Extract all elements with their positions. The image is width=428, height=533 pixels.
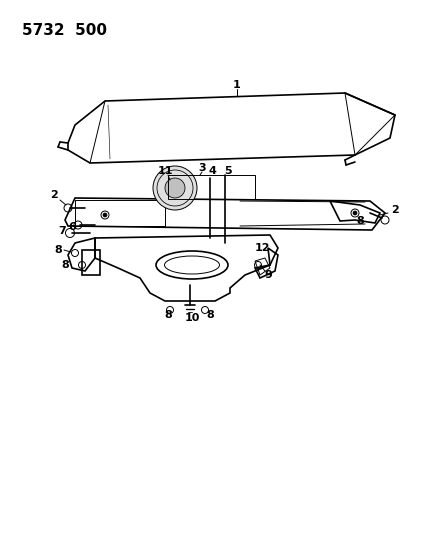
Text: 1: 1 bbox=[233, 80, 241, 90]
Text: 4: 4 bbox=[208, 166, 216, 176]
Text: 8: 8 bbox=[164, 310, 172, 320]
Text: 10: 10 bbox=[184, 313, 200, 323]
Text: 3: 3 bbox=[198, 163, 206, 173]
Circle shape bbox=[153, 166, 197, 210]
Text: 6: 6 bbox=[68, 222, 76, 232]
Text: 12: 12 bbox=[254, 243, 270, 253]
Text: 5732  500: 5732 500 bbox=[22, 23, 107, 38]
Circle shape bbox=[353, 211, 357, 215]
Text: 8: 8 bbox=[356, 216, 364, 226]
Text: 8: 8 bbox=[54, 245, 62, 255]
Circle shape bbox=[165, 178, 185, 198]
Text: 5: 5 bbox=[224, 166, 232, 176]
Text: 11: 11 bbox=[157, 166, 173, 176]
Text: 7: 7 bbox=[58, 226, 66, 236]
Circle shape bbox=[103, 213, 107, 217]
Text: 8: 8 bbox=[206, 310, 214, 320]
Text: 8: 8 bbox=[61, 260, 69, 270]
Text: 2: 2 bbox=[391, 205, 399, 215]
Text: 2: 2 bbox=[50, 190, 58, 200]
Text: 9: 9 bbox=[264, 270, 272, 280]
